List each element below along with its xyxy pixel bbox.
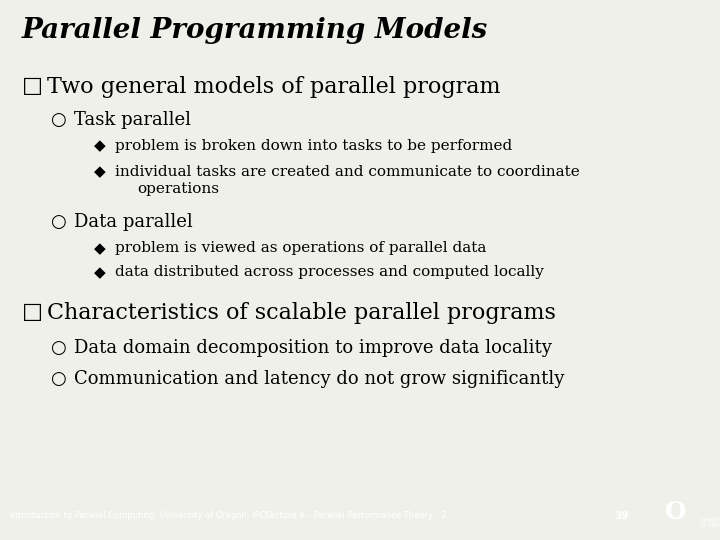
Text: operations: operations: [137, 182, 219, 196]
Text: Two general models of parallel program: Two general models of parallel program: [47, 76, 500, 98]
Text: Lecture 4 – Parallel Performance Theory - 2: Lecture 4 – Parallel Performance Theory …: [265, 511, 446, 520]
Text: Communication and latency do not grow significantly: Communication and latency do not grow si…: [74, 369, 564, 388]
Text: ○: ○: [50, 111, 66, 129]
Text: Characteristics of scalable parallel programs: Characteristics of scalable parallel pro…: [47, 302, 556, 324]
Text: ◆: ◆: [94, 139, 105, 153]
Text: □: □: [22, 302, 42, 322]
Text: problem is viewed as operations of parallel data: problem is viewed as operations of paral…: [115, 241, 487, 255]
Text: ○: ○: [50, 369, 66, 388]
Text: ◆: ◆: [94, 265, 105, 280]
Text: Introduction to Parallel Computing, University of Oregon, IPCC: Introduction to Parallel Computing, Univ…: [10, 511, 271, 520]
Text: ○: ○: [50, 339, 66, 357]
Text: Task parallel: Task parallel: [74, 111, 192, 129]
Text: ○: ○: [50, 213, 66, 231]
Text: data distributed across processes and computed locally: data distributed across processes and co…: [115, 265, 544, 279]
Text: ◆: ◆: [94, 241, 105, 256]
Text: Parallel Programming Models: Parallel Programming Models: [22, 17, 488, 44]
Text: problem is broken down into tasks to be performed: problem is broken down into tasks to be …: [115, 139, 513, 153]
Text: ◆: ◆: [94, 165, 105, 180]
Text: individual tasks are created and communicate to coordinate: individual tasks are created and communi…: [115, 165, 580, 179]
Text: Data domain decomposition to improve data locality: Data domain decomposition to improve dat…: [74, 339, 552, 357]
Text: O: O: [665, 500, 687, 524]
Text: UNIVERSITY
OF OREGON: UNIVERSITY OF OREGON: [701, 517, 720, 528]
Text: 39: 39: [615, 511, 629, 521]
Text: Data parallel: Data parallel: [74, 213, 193, 231]
Text: □: □: [22, 76, 42, 96]
